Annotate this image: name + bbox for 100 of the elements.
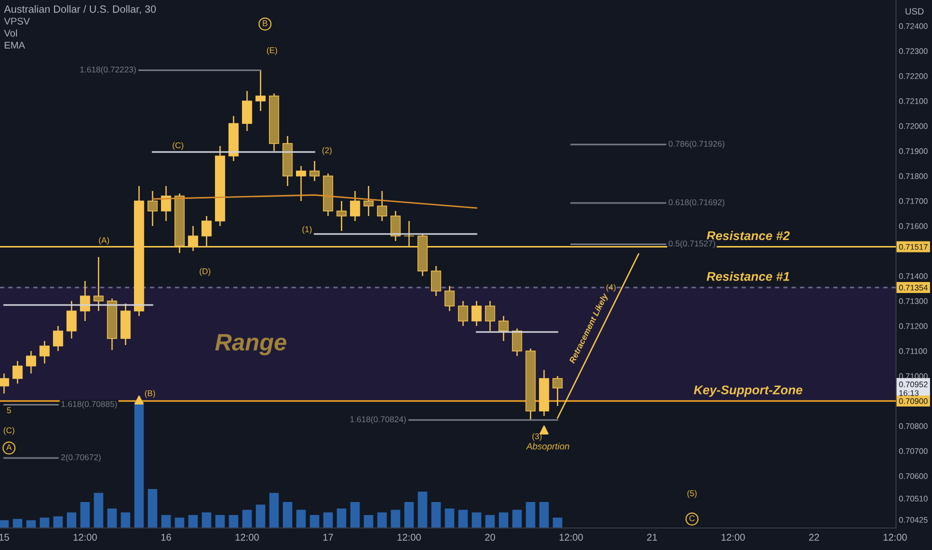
candlestick [376,190,388,222]
y-tick-label: 0.70700 [899,448,928,454]
candlestick [552,375,563,407]
bar [80,502,90,528]
candlestick [309,160,320,182]
bar [148,489,158,528]
candlestick [80,280,90,322]
bar [12,518,22,528]
x-tick-label: 17 [323,534,333,541]
annotation: B [262,20,268,26]
candlestick [52,325,64,352]
series-label: 1.618(0.70824) [350,416,406,424]
candlestick [430,265,442,297]
candlestick [66,300,77,340]
y-tick-label: 0.70952 16:13 [899,382,928,396]
bar [444,508,454,528]
series-label: 1.618(0.72223) [80,66,136,74]
y-tick-label: 0.71300 [899,298,928,304]
candlestick [350,190,360,222]
y-tick-label: 0.71200 [899,323,928,329]
annotation: Absoprtion [526,442,570,452]
annotation: (1) [302,226,312,234]
bar [404,502,414,528]
bar [0,520,9,528]
y-tick-label: 0.72400 [899,23,928,29]
y-tick-label: 0.72000 [899,123,928,129]
y-tick-label: 0.71400 [899,273,928,279]
x-tick-label: 20 [485,534,496,541]
annotation: (D) [200,268,210,276]
annotation: (4) [606,284,616,292]
y-tick-label: 0.71700 [899,198,928,204]
annotation: (B) [144,390,156,398]
x-tick-label: 12:00 [722,534,745,541]
x-tick-label: 12:00 [74,534,97,541]
y-tick-label: 0.72100 [899,98,928,104]
annotation: (5) [687,490,697,498]
bar [256,504,266,528]
y-tick-label: 0.71517 [899,244,928,250]
bar [323,512,333,528]
x-tick-label: 21 [647,534,657,541]
bar [512,510,522,528]
candlestick [160,185,172,222]
bar [539,502,549,528]
y-tick-label: 0.71900 [899,148,928,154]
candlestick [458,300,468,327]
annotation: C [689,515,695,522]
y-tick-label: 0.72200 [899,73,928,79]
bar [26,520,36,528]
bar [40,518,50,528]
annotation: VPSV [4,18,30,25]
y-tick-label: 0.71100 [899,348,927,354]
y-tick-label: 0.70600 [899,473,928,479]
ref-line-label: Resistance #1 [706,272,790,281]
candlestick [39,340,50,364]
bar [94,492,104,528]
y-tick-label: 0.71600 [899,223,928,229]
ref-line-label: Key-Support-Zone [694,386,802,397]
series-label: 1.618(0.70885) [61,400,117,409]
candlestick [471,300,482,327]
y-tick-label: 0.71800 [899,173,928,179]
ref-line-label: Resistance #2 [706,230,790,240]
x-tick-label: 12:00 [398,534,421,541]
bar [174,518,184,528]
y-tick-label: 0.72300 [899,48,928,54]
bar [498,512,508,528]
bar [120,512,130,528]
bar [390,510,400,528]
y-axis-title: USD [906,8,924,15]
bar [364,515,374,528]
candlestick [296,165,306,202]
x-tick-label: 12:00 [884,534,907,541]
bar [228,515,238,528]
annotation: (E) [266,47,278,55]
bar [53,516,63,528]
y-tick-label: 0.71000 [899,373,928,379]
bar [202,512,212,528]
bar [336,508,346,528]
series-label: 0.5(0.71527) [668,240,716,248]
bar [296,510,306,528]
y-tick-label: 0.70510 [899,496,928,502]
y-tick-label: 0.70800 [899,423,928,429]
candlestick [484,300,496,332]
y-tick-label: 0.70900 [899,398,928,404]
bar [418,492,428,528]
x-tick-label: 12:00 [236,534,259,541]
candlestick [93,256,104,312]
band-label: Range [215,334,286,356]
bar [350,502,360,528]
candlestick [242,90,252,132]
bar [161,515,171,528]
bar [269,492,279,528]
y-tick-label: 0.71354 [899,284,928,290]
annotation: EMA [4,42,26,49]
bar [377,512,387,528]
annotation: (A) [98,237,110,245]
candlestick [363,185,374,217]
bar [526,502,536,528]
bar [431,502,441,528]
annotation: Vol [4,29,17,37]
bar [188,515,198,528]
